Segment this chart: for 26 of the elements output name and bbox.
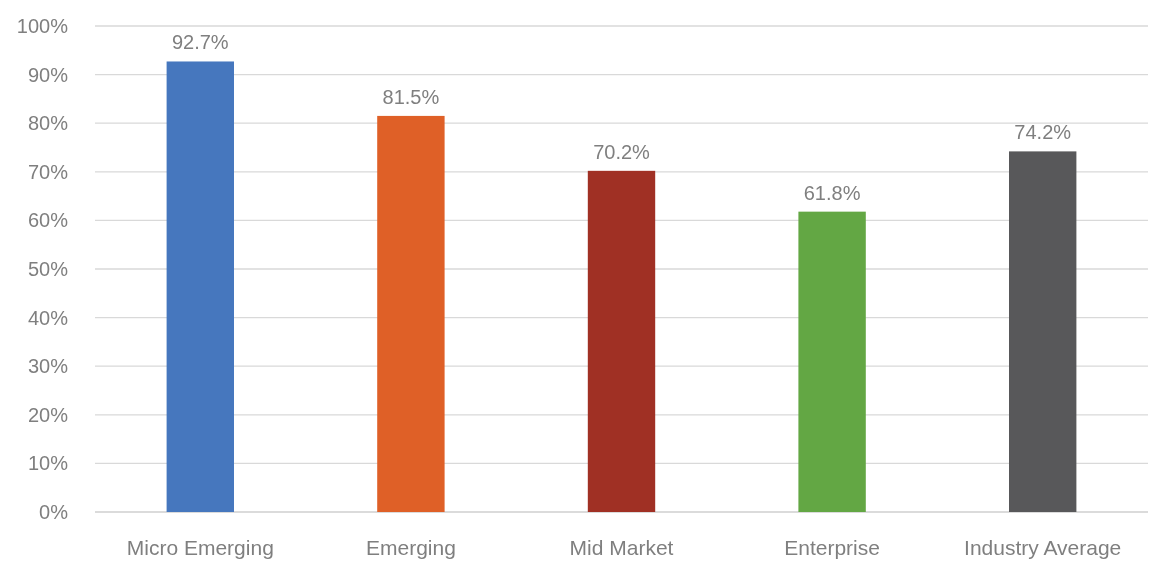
y-tick-label: 20%: [27, 403, 69, 426]
x-tick-label: Mid Market: [569, 536, 674, 559]
y-tick-label: 100%: [16, 15, 69, 37]
y-tick-label: 30%: [27, 355, 69, 378]
y-tick-label: 10%: [27, 452, 69, 475]
y-tick-label: 80%: [27, 112, 69, 135]
y-tick-label: 50%: [27, 258, 69, 280]
data-label: 81.5%: [382, 85, 440, 108]
y-tick-label: 60%: [27, 209, 69, 232]
y-tick-label: 90%: [27, 63, 69, 86]
y-tick-label: 70%: [27, 160, 69, 183]
x-tick-label: Emerging: [365, 536, 456, 559]
x-tick-label: Enterprise: [784, 536, 880, 559]
bar: [798, 211, 866, 512]
x-tick-label: Micro Emerging: [126, 536, 274, 559]
bar: [377, 115, 445, 512]
x-tick-label: Industry Average: [964, 536, 1122, 559]
data-label: 61.8%: [803, 181, 861, 204]
bar: [1009, 151, 1077, 512]
data-label: 92.7%: [171, 31, 229, 54]
data-label: 70.2%: [593, 140, 651, 163]
y-tick-label: 40%: [27, 306, 69, 329]
y-tick-label: 0%: [39, 501, 69, 523]
bar: [587, 170, 656, 512]
bar: [166, 61, 234, 512]
data-label: 74.2%: [1014, 121, 1072, 144]
